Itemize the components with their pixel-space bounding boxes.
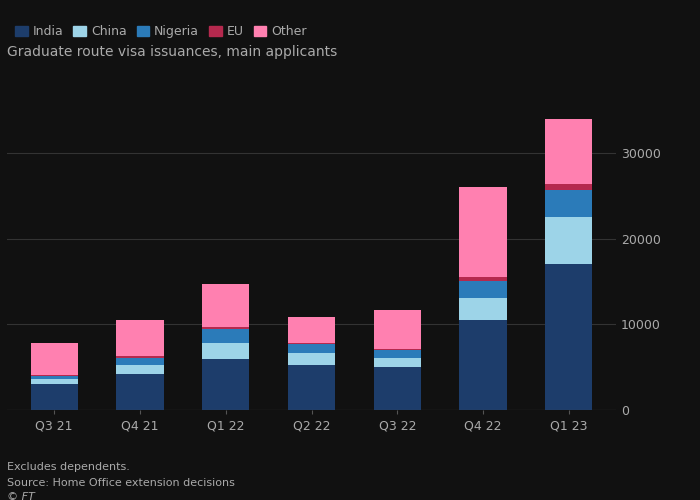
Bar bbox=[374, 348, 421, 350]
Bar bbox=[288, 366, 335, 410]
Bar bbox=[31, 379, 78, 384]
Bar bbox=[202, 358, 249, 410]
Bar bbox=[374, 310, 421, 348]
Bar bbox=[459, 320, 507, 410]
Bar bbox=[545, 264, 592, 410]
Bar bbox=[202, 328, 249, 330]
Text: Source: Home Office extension decisions: Source: Home Office extension decisions bbox=[7, 478, 235, 488]
Bar bbox=[202, 330, 249, 343]
Text: Graduate route visa issuances, main applicants: Graduate route visa issuances, main appl… bbox=[7, 45, 337, 59]
Bar bbox=[31, 342, 78, 376]
Legend: India, China, Nigeria, EU, Other: India, China, Nigeria, EU, Other bbox=[10, 20, 312, 44]
Bar bbox=[459, 298, 507, 320]
Bar bbox=[202, 343, 249, 358]
Bar bbox=[545, 184, 592, 190]
Bar bbox=[288, 317, 335, 342]
Bar bbox=[31, 384, 78, 410]
Bar bbox=[116, 320, 164, 356]
Bar bbox=[374, 367, 421, 410]
Bar bbox=[116, 374, 164, 410]
Bar bbox=[288, 342, 335, 344]
Bar bbox=[459, 277, 507, 280]
Bar bbox=[459, 280, 507, 297]
Bar bbox=[202, 284, 249, 328]
Bar bbox=[288, 354, 335, 366]
Bar bbox=[116, 364, 164, 374]
Bar bbox=[116, 358, 164, 364]
Bar bbox=[31, 376, 78, 379]
Bar bbox=[545, 120, 592, 184]
Bar bbox=[545, 190, 592, 217]
Bar bbox=[288, 344, 335, 354]
Bar bbox=[545, 217, 592, 264]
Bar bbox=[459, 187, 507, 277]
Bar bbox=[374, 350, 421, 358]
Text: Excludes dependents.: Excludes dependents. bbox=[7, 462, 130, 472]
Bar bbox=[116, 356, 164, 358]
Bar bbox=[374, 358, 421, 367]
Text: © FT: © FT bbox=[7, 492, 35, 500]
